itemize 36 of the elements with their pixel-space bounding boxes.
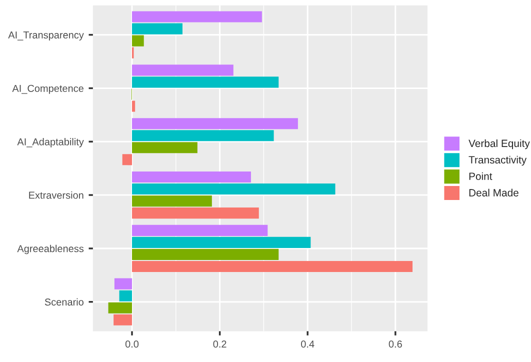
bar bbox=[132, 100, 136, 112]
bar bbox=[132, 35, 144, 46]
bar bbox=[132, 23, 182, 34]
y-tick-label: Extraversion bbox=[29, 191, 84, 199]
bar bbox=[132, 248, 279, 260]
y-tick-label: AI_Transparency bbox=[8, 32, 84, 41]
x-tick-label: 0.0 bbox=[125, 340, 139, 348]
bar bbox=[132, 260, 413, 272]
y-tick-label: Scenario bbox=[44, 298, 84, 306]
y-tick-label: AI_Adaptability bbox=[17, 138, 84, 148]
x-tick-label: 0.6 bbox=[388, 340, 402, 348]
bar bbox=[132, 142, 198, 154]
bar bbox=[132, 76, 279, 88]
bar bbox=[132, 64, 234, 76]
legend-label: Verbal Equity bbox=[468, 139, 530, 150]
bar bbox=[132, 236, 311, 248]
y-tick-label: Agreeableness bbox=[17, 244, 84, 254]
legend-label: Point bbox=[469, 172, 492, 180]
legend-label: Deal Made bbox=[469, 188, 518, 196]
bar bbox=[122, 154, 132, 166]
legend-label: Transactivity bbox=[468, 156, 527, 166]
y-tick-label: AI_Competence bbox=[12, 84, 84, 94]
bar bbox=[132, 184, 336, 195]
bar bbox=[132, 130, 274, 142]
bar bbox=[132, 224, 268, 236]
bar bbox=[108, 302, 132, 314]
bar bbox=[119, 290, 132, 302]
bar bbox=[114, 314, 132, 326]
bar bbox=[132, 11, 262, 22]
bar bbox=[132, 208, 259, 219]
x-tick-label: 0.2 bbox=[213, 340, 226, 348]
bar bbox=[114, 278, 132, 290]
x-tick-label: 0.4 bbox=[301, 340, 314, 348]
bar bbox=[132, 171, 251, 183]
bar bbox=[132, 118, 298, 130]
bar bbox=[132, 196, 212, 207]
